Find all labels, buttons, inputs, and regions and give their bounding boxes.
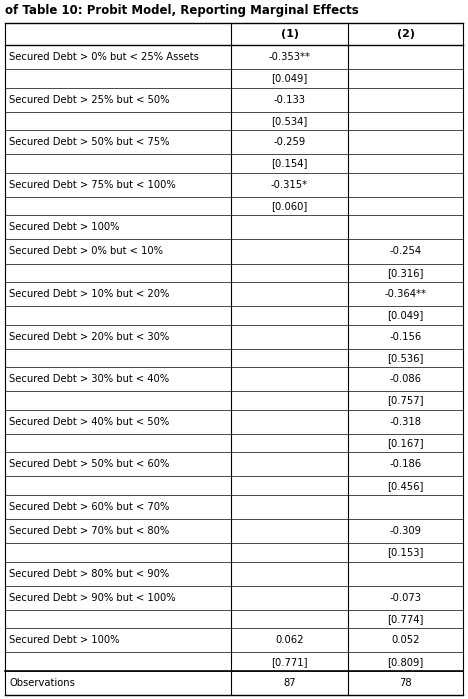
Text: Secured Debt > 50% but < 75%: Secured Debt > 50% but < 75%	[9, 137, 169, 147]
Text: -0.318: -0.318	[389, 417, 422, 427]
Text: [0.771]: [0.771]	[271, 656, 308, 667]
Text: [0.167]: [0.167]	[387, 438, 424, 448]
Text: [0.049]: [0.049]	[271, 73, 307, 83]
Text: [0.316]: [0.316]	[388, 268, 424, 278]
Text: Secured Debt > 25% but < 50%: Secured Debt > 25% but < 50%	[9, 94, 169, 105]
Text: -0.259: -0.259	[273, 137, 306, 147]
Text: Secured Debt > 30% but < 40%: Secured Debt > 30% but < 40%	[9, 374, 169, 384]
Text: -0.086: -0.086	[389, 374, 422, 384]
Text: Secured Debt > 50% but < 60%: Secured Debt > 50% but < 60%	[9, 459, 169, 469]
Text: Secured Debt > 20% but < 30%: Secured Debt > 20% but < 30%	[9, 331, 169, 342]
Text: Secured Debt > 60% but < 70%: Secured Debt > 60% but < 70%	[9, 502, 169, 512]
Text: [0.153]: [0.153]	[388, 547, 424, 557]
Text: Secured Debt > 40% but < 50%: Secured Debt > 40% but < 50%	[9, 417, 169, 427]
Text: [0.536]: [0.536]	[388, 353, 424, 363]
Text: [0.049]: [0.049]	[388, 310, 424, 320]
Text: [0.774]: [0.774]	[388, 614, 424, 624]
Text: of Table 10: Probit Model, Reporting Marginal Effects: of Table 10: Probit Model, Reporting Mar…	[5, 4, 359, 17]
Text: Secured Debt > 100%: Secured Debt > 100%	[9, 222, 119, 232]
Text: [0.534]: [0.534]	[271, 116, 307, 126]
Text: 0.062: 0.062	[275, 635, 304, 645]
Text: Secured Debt > 10% but < 20%: Secured Debt > 10% but < 20%	[9, 289, 169, 299]
Text: Secured Debt > 70% but < 80%: Secured Debt > 70% but < 80%	[9, 526, 169, 536]
Text: -0.309: -0.309	[389, 526, 422, 536]
Text: 0.052: 0.052	[391, 635, 420, 645]
Text: Secured Debt > 0% but < 25% Assets: Secured Debt > 0% but < 25% Assets	[9, 52, 199, 62]
Text: Secured Debt > 0% but < 10%: Secured Debt > 0% but < 10%	[9, 247, 163, 257]
Text: [0.060]: [0.060]	[271, 201, 307, 211]
Text: -0.254: -0.254	[389, 247, 422, 257]
Text: -0.186: -0.186	[389, 459, 422, 469]
Text: [0.757]: [0.757]	[387, 396, 424, 405]
Text: 87: 87	[283, 678, 296, 688]
Text: Secured Debt > 90% but < 100%: Secured Debt > 90% but < 100%	[9, 593, 176, 603]
Text: Secured Debt > 100%: Secured Debt > 100%	[9, 635, 119, 645]
Text: Observations: Observations	[9, 678, 75, 688]
Text: -0.353**: -0.353**	[269, 52, 310, 62]
Text: [0.809]: [0.809]	[388, 656, 424, 667]
Text: -0.073: -0.073	[389, 593, 422, 603]
Text: Secured Debt > 75% but < 100%: Secured Debt > 75% but < 100%	[9, 180, 176, 190]
Text: -0.364**: -0.364**	[385, 289, 426, 299]
Text: (1): (1)	[280, 29, 299, 39]
Text: Secured Debt > 80% but < 90%: Secured Debt > 80% but < 90%	[9, 569, 169, 579]
Text: [0.456]: [0.456]	[388, 481, 424, 491]
Text: -0.315*: -0.315*	[271, 180, 308, 190]
Text: -0.133: -0.133	[273, 94, 306, 105]
Text: [0.154]: [0.154]	[271, 159, 307, 168]
Text: -0.156: -0.156	[389, 331, 422, 342]
Text: (2): (2)	[396, 29, 415, 39]
Text: 78: 78	[399, 678, 412, 688]
